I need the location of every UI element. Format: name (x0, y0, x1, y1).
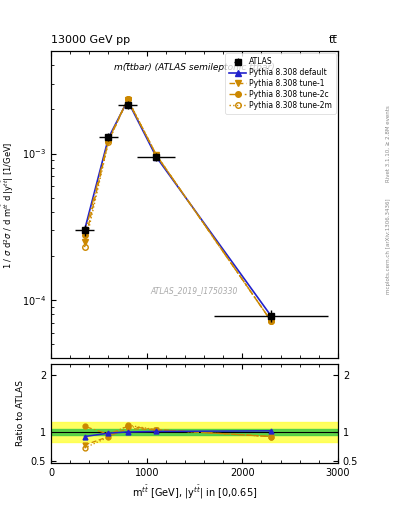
Line: Pythia 8.308 tune-1: Pythia 8.308 tune-1 (82, 97, 274, 324)
Pythia 8.308 tune-2c (125, 96, 130, 102)
Line: Pythia 8.308 tune-2m: Pythia 8.308 tune-2m (82, 96, 274, 324)
Pythia 8.308 tune-2m (106, 139, 111, 145)
Pythia 8.308 tune-1 (154, 152, 159, 158)
Text: ATLAS_2019_I1750330: ATLAS_2019_I1750330 (151, 286, 238, 295)
Pythia 8.308 tune-1 (269, 318, 274, 324)
Text: Rivet 3.1.10, ≥ 2.8M events: Rivet 3.1.10, ≥ 2.8M events (386, 105, 391, 182)
Line: Pythia 8.308 default: Pythia 8.308 default (82, 98, 274, 318)
Pythia 8.308 default (106, 135, 111, 141)
Pythia 8.308 default (269, 313, 274, 319)
Pythia 8.308 tune-2m (154, 152, 159, 158)
Pythia 8.308 default (154, 154, 159, 160)
Text: tt̅: tt̅ (329, 35, 338, 45)
Pythia 8.308 tune-2m (269, 318, 274, 324)
Legend: ATLAS, Pythia 8.308 default, Pythia 8.308 tune-1, Pythia 8.308 tune-2c, Pythia 8: ATLAS, Pythia 8.308 default, Pythia 8.30… (225, 53, 336, 114)
Pythia 8.308 tune-2c (154, 152, 159, 158)
Pythia 8.308 tune-2c (82, 231, 87, 238)
Pythia 8.308 default (125, 97, 130, 103)
Pythia 8.308 tune-2c (106, 137, 111, 143)
Pythia 8.308 tune-2m (125, 96, 130, 102)
Text: mcplots.cern.ch [arXiv:1306.3436]: mcplots.cern.ch [arXiv:1306.3436] (386, 198, 391, 293)
Text: m(t̅tbar) (ATLAS semileptonic t̅tbar): m(t̅tbar) (ATLAS semileptonic t̅tbar) (114, 63, 275, 73)
Y-axis label: 1 / $\sigma$ d$^2\sigma$ / d m$^{t\bar{t}}$ d |y$^{t\bar{t}}$| [1/GeV]: 1 / $\sigma$ d$^2\sigma$ / d m$^{t\bar{t… (1, 141, 17, 269)
Pythia 8.308 tune-1 (106, 138, 111, 144)
Line: Pythia 8.308 tune-2c: Pythia 8.308 tune-2c (82, 96, 274, 324)
Pythia 8.308 default (82, 227, 87, 233)
Pythia 8.308 tune-2c (269, 318, 274, 324)
X-axis label: m$^{t\bar{t}}$ [GeV], |y$^{t\bar{t}}$| in [0,0.65]: m$^{t\bar{t}}$ [GeV], |y$^{t\bar{t}}$| i… (132, 484, 257, 501)
Pythia 8.308 tune-2m (82, 244, 87, 250)
Text: 13000 GeV pp: 13000 GeV pp (51, 35, 130, 45)
Pythia 8.308 tune-1 (82, 239, 87, 245)
Y-axis label: Ratio to ATLAS: Ratio to ATLAS (16, 380, 25, 446)
Pythia 8.308 tune-1 (125, 97, 130, 103)
